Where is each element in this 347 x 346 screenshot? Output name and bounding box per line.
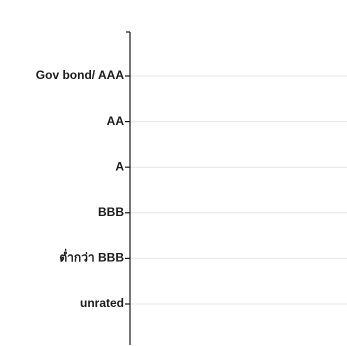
y-tick-label: ต่ำกว่า BBB (59, 249, 124, 265)
y-tick-label: Gov bond/ AAA (36, 68, 125, 82)
gridlines (130, 75, 347, 305)
y-axis-ticks (125, 31, 130, 305)
y-tick-label: unrated (80, 296, 124, 310)
y-tick-label: BBB (98, 205, 124, 219)
y-tick-label: AA (107, 114, 125, 128)
y-tick-label: A (115, 159, 124, 173)
